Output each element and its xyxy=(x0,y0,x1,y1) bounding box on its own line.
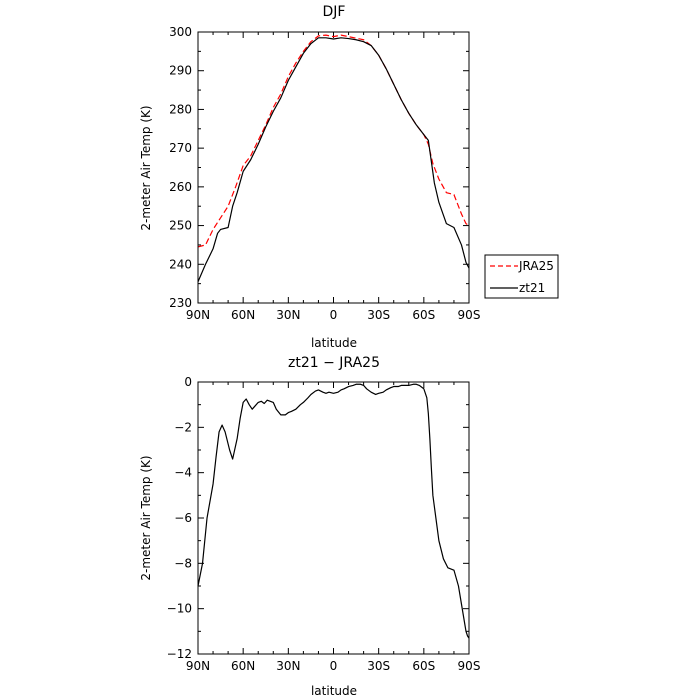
legend-label-zt21: zt21 xyxy=(519,281,545,295)
tick-labels: 90N 60N 30N 0 30S 60S 90S 230 240 250 260 270 280 290… xyxy=(169,25,480,322)
series-group xyxy=(197,383,470,639)
x-axis-label: latitude xyxy=(311,684,357,698)
y-tick-label: −6 xyxy=(174,511,192,525)
x-tick-label: 90S xyxy=(458,659,481,673)
x-tick-label: 30N xyxy=(276,659,300,673)
y-tick-label: 290 xyxy=(169,64,192,78)
x-tick-label: 60S xyxy=(412,659,435,673)
y-axis-label: 2-meter Air Temp (K) xyxy=(139,105,153,230)
x-tick-label: 90S xyxy=(458,308,481,322)
y-tick-label: 300 xyxy=(169,25,192,39)
series-line-difference xyxy=(197,383,470,639)
legend: JRA25 zt21 xyxy=(484,254,559,299)
y-tick-label: −2 xyxy=(174,420,192,434)
x-tick-label: 30S xyxy=(367,308,390,322)
x-tick-label: 30S xyxy=(367,659,390,673)
x-tick-label: 30N xyxy=(276,308,300,322)
x-tick-label: 90N xyxy=(186,659,210,673)
y-tick-label: 250 xyxy=(169,219,192,233)
y-tick-label: 280 xyxy=(169,102,192,116)
x-tick-label: 90N xyxy=(186,308,210,322)
tick-labels: 90N 60N 30N 0 30S 60S 90S −12 −10 −8 −6 −4 −2 0 xyxy=(167,375,481,673)
series-line-zt21 xyxy=(197,37,470,282)
x-tick-label: 60S xyxy=(412,308,435,322)
y-tick-label: 270 xyxy=(169,141,192,155)
legend-box xyxy=(484,254,559,299)
chart-title: zt21 − JRA25 xyxy=(288,355,380,371)
temperature-panel: DJF latitude 2-meter Air Temp (K) 90N 60N… xyxy=(139,4,480,350)
plot-frame xyxy=(197,381,470,655)
difference-panel: zt21 − JRA25 latitude 2-meter Air Temp (… xyxy=(139,355,480,698)
x-axis-label: latitude xyxy=(311,336,357,350)
y-tick-label: 240 xyxy=(169,257,192,271)
series-group xyxy=(197,34,470,282)
y-tick-label: −10 xyxy=(167,602,192,616)
chart-title: DJF xyxy=(323,4,346,20)
y-axis-label: 2-meter Air Temp (K) xyxy=(139,455,153,580)
plot-frame xyxy=(197,31,470,304)
series-line-jra25 xyxy=(197,34,470,248)
axis-ticks xyxy=(197,31,470,304)
x-tick-label: 0 xyxy=(330,659,338,673)
x-tick-label: 60N xyxy=(231,308,255,322)
legend-label-jra25: JRA25 xyxy=(518,259,554,273)
y-tick-label: 0 xyxy=(184,375,192,389)
y-tick-label: 230 xyxy=(169,296,192,310)
y-tick-label: −8 xyxy=(174,556,192,570)
y-tick-label: −12 xyxy=(167,647,192,661)
y-tick-label: 260 xyxy=(169,180,192,194)
x-tick-label: 60N xyxy=(231,659,255,673)
x-tick-label: 0 xyxy=(330,308,338,322)
y-tick-label: −4 xyxy=(174,466,192,480)
